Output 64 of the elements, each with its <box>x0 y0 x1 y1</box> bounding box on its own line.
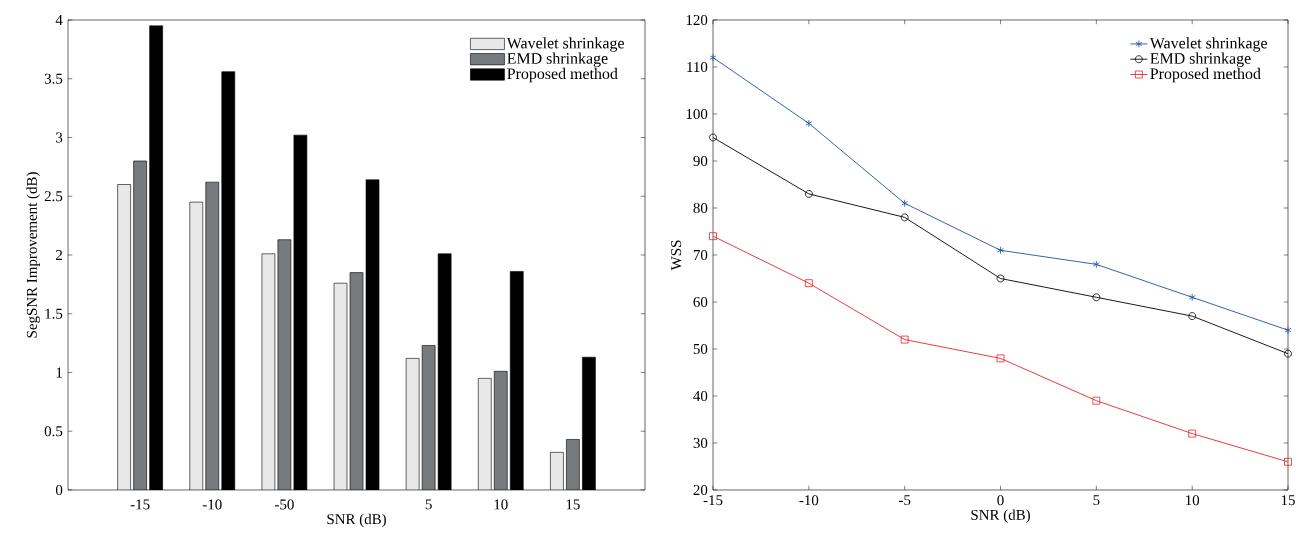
x-tick-label: -15 <box>130 499 150 510</box>
legend-label: EMD shrinkage <box>507 52 608 68</box>
x-tick-label: 15 <box>566 499 580 510</box>
y-tick-label: 4 <box>55 15 63 25</box>
y-tick-label: 1 <box>56 367 62 378</box>
y-tick-label: 90 <box>693 155 708 167</box>
point <box>996 274 1005 283</box>
x-axis-title: SNR (dB) <box>327 513 386 528</box>
x-tick-label: 5 <box>425 499 432 510</box>
point <box>901 199 909 208</box>
legend-label: Wavelet shrinkage <box>1149 37 1268 52</box>
x-axis-title: SNR (dB) <box>971 509 1030 523</box>
x-tick-label: -10 <box>202 499 222 510</box>
point <box>709 133 717 142</box>
point <box>804 279 813 288</box>
x-tick-label: -50 <box>274 499 294 510</box>
y-tick-label: 50 <box>693 343 708 355</box>
x-tick-label: -10 <box>799 495 819 506</box>
y-axis-title: WSS <box>671 240 682 271</box>
legend-label: EMD shrinkage <box>1150 52 1251 68</box>
point <box>1092 396 1101 405</box>
y-tick-label: 3 <box>56 132 63 143</box>
y-tick-label: 1.5 <box>45 308 63 319</box>
y-tick-label: 110 <box>687 61 708 73</box>
y-tick-label: 2 <box>56 250 63 260</box>
y-tick-label: 120 <box>686 14 708 26</box>
y-tick-label: 3.5 <box>44 73 63 84</box>
y-tick-label: 80 <box>693 202 708 214</box>
point <box>1092 293 1101 302</box>
legend-label: Proposed method <box>1150 67 1261 83</box>
y-tick-label: 2.5 <box>44 191 63 202</box>
x-tick-label: 10 <box>494 499 508 510</box>
point <box>1284 326 1292 335</box>
point <box>1284 457 1292 466</box>
point <box>805 119 813 128</box>
point <box>804 189 813 198</box>
y-tick-label: 20 <box>693 484 708 496</box>
point <box>709 53 717 62</box>
point <box>1188 293 1196 302</box>
point <box>1188 429 1197 438</box>
x-tick-label: -15 <box>703 495 723 506</box>
legend-label: Wavelet shrinkage <box>506 37 624 52</box>
point <box>996 354 1005 363</box>
y-tick-label: 70 <box>693 249 708 261</box>
x-tick-label: 0 <box>997 495 1004 506</box>
point <box>1092 260 1100 269</box>
point <box>900 213 909 222</box>
y-tick-label: 0 <box>55 484 63 496</box>
x-tick-label: 5 <box>1093 495 1100 506</box>
y-tick-label: 30 <box>693 437 708 449</box>
point <box>1188 312 1197 320</box>
y-tick-label: 0.5 <box>44 426 63 437</box>
point <box>900 335 909 344</box>
x-tick-label: -5 <box>899 495 911 506</box>
legend-label: Proposed method <box>507 67 618 83</box>
x-tick-label: 10 <box>1186 495 1200 506</box>
point <box>997 246 1004 255</box>
y-axis-title: SegSNR Improvement (dB) <box>26 172 40 338</box>
x-tick-label: 15 <box>1281 495 1295 506</box>
point <box>1284 349 1292 358</box>
y-tick-label: 40 <box>693 390 708 402</box>
y-tick-label: 60 <box>693 296 708 308</box>
y-tick-label: 100 <box>686 108 708 120</box>
point <box>709 232 717 241</box>
